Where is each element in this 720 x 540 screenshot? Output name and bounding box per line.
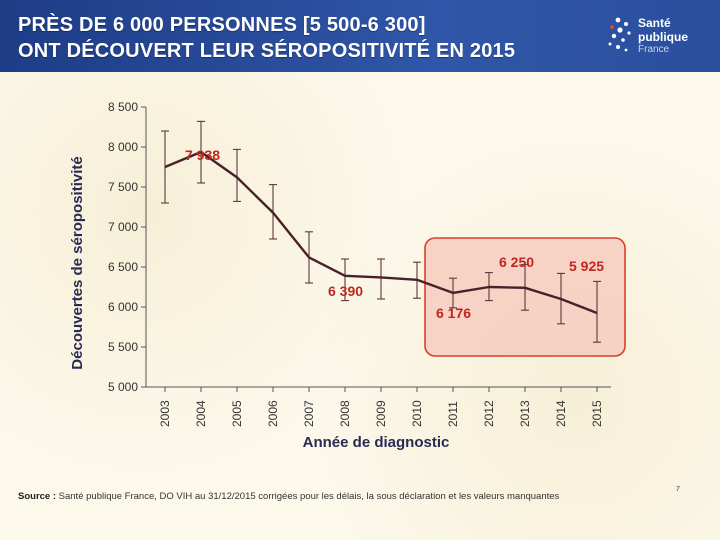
- x-tick-label: 2014: [554, 400, 568, 427]
- y-axis-title: Découvertes de séropositivité: [69, 156, 86, 369]
- logo-line-3: France: [638, 44, 670, 55]
- slide-header: PRÈS DE 6 000 PERSONNES [5 500-6 300] ON…: [0, 0, 720, 72]
- x-tick-label: 2007: [302, 400, 316, 427]
- x-tick-label: 2011: [446, 401, 460, 427]
- source-note: Source : Santé publique France, DO VIH a…: [18, 491, 559, 502]
- x-axis: 2003 2004 2005 2006 2007 2008 2009 2010 2011 2012…: [146, 386, 611, 427]
- y-axis: 5 000 5 500 6 000 6 500 7 000 7 500 8 000 8 500: [108, 100, 147, 394]
- x-tick-label: 2009: [374, 400, 388, 427]
- y-tick-label: 7 500: [108, 180, 138, 194]
- x-tick-label: 2006: [266, 400, 280, 427]
- x-tick-label: 2008: [338, 400, 352, 427]
- data-labels: 7 938 6 390 6 176 6 250 5 925: [185, 147, 604, 321]
- error-bar: [377, 258, 385, 300]
- sante-publique-france-logo: Santé publique France: [604, 14, 708, 60]
- data-label-2008: 6 390: [328, 283, 363, 299]
- source-text: Santé publique France, DO VIH au 31/12/2…: [56, 491, 560, 502]
- y-tick-label: 5 500: [108, 340, 138, 354]
- data-label-2015: 5 925: [569, 258, 604, 274]
- x-axis-title: Année de diagnostic: [303, 434, 450, 451]
- page-number: 7: [676, 486, 680, 493]
- x-tick-label: 2003: [158, 400, 172, 427]
- y-tick-label: 8 000: [108, 140, 138, 154]
- error-bar: [233, 148, 241, 202]
- x-tick-label: 2004: [194, 400, 208, 427]
- x-tick-label: 2005: [230, 400, 244, 427]
- y-tick-label: 6 500: [108, 260, 138, 274]
- data-label-2004: 7 938: [185, 147, 220, 163]
- data-label-2011: 6 176: [436, 305, 471, 321]
- slide-title-line-2: ONT DÉCOUVERT LEUR SÉROPOSITIVITÉ EN 201…: [18, 40, 516, 62]
- y-tick-label: 6 000: [108, 300, 138, 314]
- data-label-2012: 6 250: [499, 254, 534, 270]
- y-tick-label: 5 000: [108, 380, 138, 394]
- slide-title-line-1: PRÈS DE 6 000 PERSONNES [5 500-6 300]: [18, 14, 426, 36]
- series-line: [164, 150, 598, 315]
- x-tick-label: 2010: [410, 400, 424, 427]
- source-label: Source :: [18, 491, 57, 502]
- y-tick-label: 8 500: [108, 100, 138, 114]
- logo-line-1: Santé: [638, 16, 671, 30]
- logo-line-2: publique: [638, 30, 688, 44]
- y-tick-label: 7 000: [108, 220, 138, 234]
- error-bar: [341, 258, 349, 302]
- x-tick-label: 2012: [482, 400, 496, 427]
- logo-dots-icon: [608, 17, 631, 52]
- x-tick-label: 2015: [590, 400, 604, 427]
- x-tick-label: 2013: [518, 400, 532, 427]
